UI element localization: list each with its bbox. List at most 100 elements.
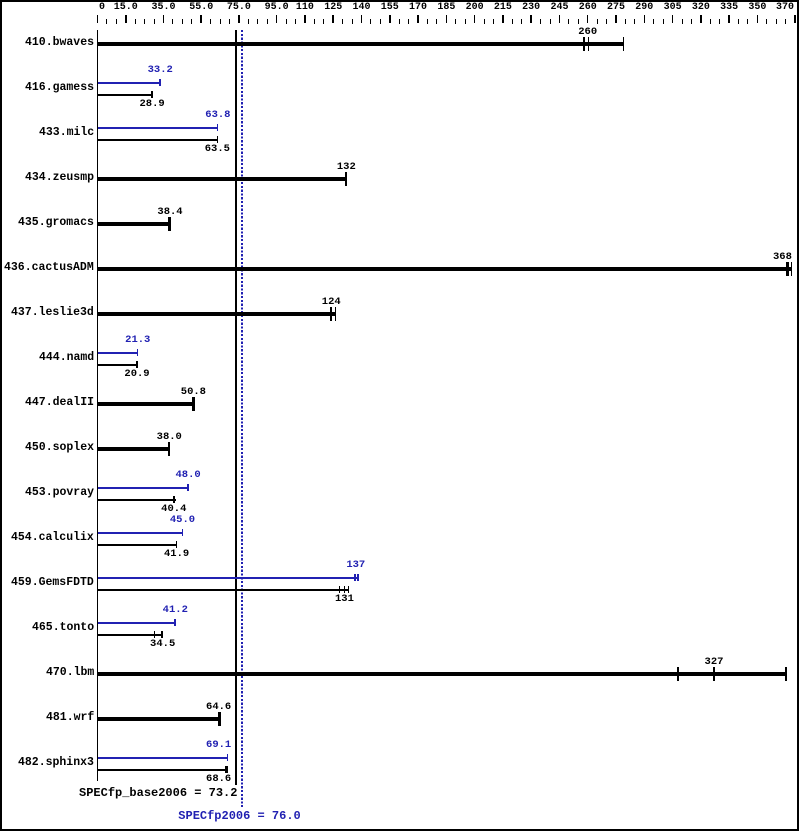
x-axis-major-tick — [700, 15, 702, 23]
x-axis-tick-label: 110 — [295, 1, 314, 13]
run-tick — [677, 666, 679, 681]
x-axis-major-tick — [332, 15, 334, 23]
x-axis-major-tick — [502, 15, 504, 23]
base-value-label: 124 — [321, 296, 341, 309]
x-axis-minor-tick — [549, 19, 551, 24]
x-axis-minor-tick — [568, 19, 570, 24]
x-axis-tick-label: 200 — [465, 1, 484, 13]
run-tick — [622, 36, 625, 51]
x-axis-minor-tick — [606, 19, 608, 24]
mean-line-peak — [240, 30, 243, 807]
x-axis-minor-tick — [624, 19, 626, 24]
peak-bar — [97, 126, 219, 129]
x-axis-tick-label: 95.0 — [264, 1, 289, 13]
run-tick — [583, 36, 585, 51]
benchmark-label: 410.bwaves — [25, 36, 95, 50]
benchmark-label: 447.dealII — [25, 396, 95, 410]
x-axis-tick-label: 140 — [352, 1, 371, 13]
x-axis-minor-tick — [144, 19, 146, 24]
x-axis-tick-label: 370 — [776, 1, 795, 13]
run-tick — [344, 171, 347, 186]
run-tick — [334, 306, 336, 321]
peak-value-label: 63.8 — [205, 109, 231, 122]
run-tick — [227, 754, 229, 761]
base-bar — [97, 716, 222, 721]
x-axis-major-tick — [728, 15, 730, 23]
benchmark-label: 433.milc — [39, 126, 95, 140]
x-axis-major-tick — [558, 15, 561, 23]
x-axis-minor-tick — [785, 19, 787, 24]
x-axis-major-tick — [238, 15, 240, 23]
base-value-label: 132 — [336, 161, 356, 174]
x-axis-tick-label: 185 — [437, 1, 456, 13]
run-tick — [136, 349, 139, 356]
run-tick — [175, 541, 178, 548]
x-axis-tick-label: 125 — [324, 1, 343, 13]
base-value-label: 34.5 — [150, 637, 176, 650]
x-axis-tick-label: 335 — [720, 1, 739, 13]
x-axis-tick-label: 260 — [578, 1, 597, 13]
x-axis-tick-label: 155 — [380, 1, 399, 13]
base-value-label: 260 — [578, 26, 598, 39]
x-axis-minor-tick — [653, 19, 655, 24]
x-axis-tick-label: 275 — [607, 1, 626, 13]
x-axis-tick-label: 55.0 — [189, 1, 214, 13]
run-tick — [587, 36, 590, 51]
x-axis-minor-tick — [511, 19, 513, 24]
x-axis-minor-tick — [351, 19, 353, 24]
x-axis-tick-label: 320 — [691, 1, 710, 13]
x-axis-major-tick — [756, 15, 759, 23]
x-axis-minor-tick — [172, 19, 174, 24]
x-axis-tick-label: 245 — [550, 1, 569, 13]
benchmark-label: 482.sphinx3 — [18, 756, 94, 770]
x-axis-minor-tick — [323, 19, 325, 24]
run-tick — [174, 496, 176, 503]
peak-value-label: 69.1 — [206, 739, 232, 752]
x-axis-minor-tick — [285, 19, 287, 24]
base-value-label: 368 — [773, 251, 792, 264]
run-tick — [329, 306, 332, 321]
peak-bar — [97, 576, 359, 579]
peak-bar — [97, 351, 139, 354]
base-bar — [97, 543, 178, 546]
x-axis-major-tick — [125, 15, 127, 23]
base-bar — [97, 93, 153, 96]
x-axis-minor-tick — [436, 19, 438, 24]
x-axis-minor-tick — [257, 19, 259, 24]
x-axis-minor-tick — [577, 19, 579, 24]
peak-bar — [97, 621, 176, 624]
base-bar — [97, 138, 218, 141]
base-bar — [97, 311, 336, 316]
run-tick — [169, 216, 171, 231]
base-value-label: 68.6 — [206, 772, 232, 785]
x-axis-major-tick — [360, 15, 363, 23]
run-tick — [159, 79, 161, 86]
benchmark-label: 416.gamess — [25, 81, 95, 95]
x-axis-minor-tick — [766, 19, 768, 24]
run-tick — [151, 91, 153, 98]
x-axis-minor-tick — [370, 19, 372, 24]
x-axis-minor-tick — [115, 19, 117, 24]
x-axis-major-tick — [671, 15, 674, 23]
x-axis-minor-tick — [294, 19, 296, 24]
specfp-base2006-summary: SPECfp_base2006 = 73.2 — [79, 785, 238, 800]
base-bar — [97, 266, 793, 271]
x-axis-major-tick — [96, 15, 99, 23]
run-tick — [785, 666, 787, 681]
x-axis-minor-tick — [596, 19, 598, 24]
peak-bar — [97, 81, 161, 84]
run-tick — [217, 124, 219, 131]
base-bar — [97, 446, 170, 451]
x-axis-minor-tick — [662, 19, 664, 24]
run-tick — [219, 711, 222, 726]
run-tick — [354, 574, 357, 581]
x-axis-tick-label: 15.0 — [113, 1, 138, 13]
x-axis-minor-tick — [134, 19, 136, 24]
run-tick — [357, 574, 359, 581]
x-axis-tick-label: 170 — [409, 1, 428, 13]
base-bar — [97, 633, 164, 636]
x-axis-minor-tick — [634, 19, 636, 24]
x-axis-minor-tick — [219, 19, 221, 24]
